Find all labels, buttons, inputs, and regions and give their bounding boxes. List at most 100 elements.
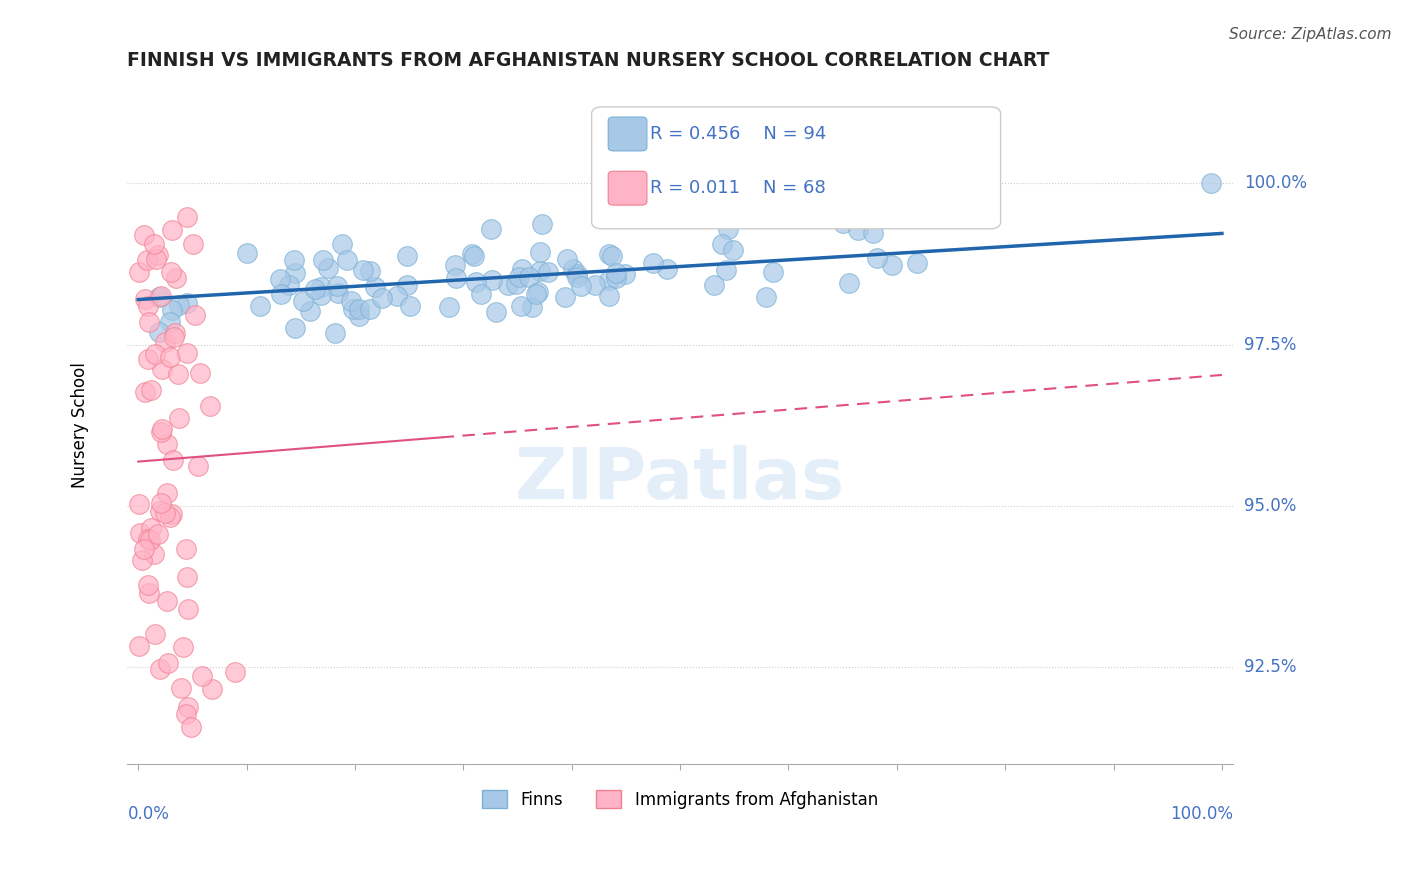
Point: [862, 226, 884, 240]
Point: [224, 665, 246, 679]
Point: [347, 302, 370, 317]
Point: [510, 299, 533, 313]
Point: [385, 288, 408, 302]
Point: [755, 290, 778, 304]
Text: R = 0.011    N = 68: R = 0.011 N = 68: [650, 179, 825, 197]
Point: [136, 252, 159, 267]
Point: [284, 321, 307, 335]
Point: [569, 279, 592, 293]
Point: [342, 301, 364, 316]
Point: [524, 287, 547, 301]
Point: [167, 367, 190, 381]
Point: [527, 285, 550, 299]
Text: R = 0.456    N = 94: R = 0.456 N = 94: [650, 125, 827, 143]
Point: [562, 261, 585, 276]
Point: [174, 541, 197, 556]
Point: [554, 290, 576, 304]
Point: [172, 640, 194, 654]
Legend: Finns, Immigrants from Afghanistan: Finns, Immigrants from Afghanistan: [474, 782, 886, 817]
Point: [508, 270, 530, 285]
Point: [134, 384, 156, 399]
Point: [537, 265, 560, 279]
Point: [298, 304, 321, 318]
Text: FINNISH VS IMMIGRANTS FROM AFGHANISTAN NURSERY SCHOOL CORRELATION CHART: FINNISH VS IMMIGRANTS FROM AFGHANISTAN N…: [128, 51, 1050, 70]
Point: [364, 280, 387, 294]
Point: [522, 301, 544, 315]
FancyBboxPatch shape: [609, 171, 647, 205]
Point: [529, 244, 551, 259]
Point: [479, 222, 502, 236]
Point: [311, 253, 333, 268]
Point: [159, 510, 181, 524]
Point: [463, 249, 485, 263]
Point: [838, 276, 860, 290]
Point: [657, 261, 679, 276]
Point: [184, 309, 207, 323]
Point: [155, 594, 177, 608]
Point: [167, 298, 190, 312]
Point: [643, 256, 665, 270]
Point: [461, 247, 484, 261]
Point: [156, 437, 179, 451]
Point: [717, 221, 740, 235]
Point: [129, 526, 152, 541]
Point: [340, 293, 363, 308]
Point: [190, 669, 212, 683]
Point: [136, 532, 159, 546]
Point: [181, 237, 204, 252]
Point: [614, 267, 637, 281]
Text: 95.0%: 95.0%: [1244, 497, 1296, 515]
Point: [150, 289, 173, 303]
Point: [201, 681, 224, 696]
Point: [187, 458, 209, 473]
Text: Source: ZipAtlas.com: Source: ZipAtlas.com: [1229, 27, 1392, 42]
Point: [132, 227, 155, 242]
Point: [598, 247, 620, 261]
Point: [148, 504, 170, 518]
Point: [598, 273, 620, 287]
Point: [723, 244, 745, 258]
Point: [399, 299, 422, 313]
Point: [359, 263, 381, 277]
Point: [316, 261, 339, 276]
Point: [165, 326, 187, 340]
Point: [283, 253, 305, 268]
Point: [352, 262, 374, 277]
Point: [304, 282, 326, 296]
Point: [159, 350, 181, 364]
Point: [142, 236, 165, 251]
Point: [931, 210, 953, 224]
Point: [132, 541, 155, 556]
Point: [439, 300, 461, 314]
Point: [567, 267, 589, 281]
Text: 100.0%: 100.0%: [1170, 805, 1233, 823]
Point: [270, 287, 292, 301]
Point: [470, 287, 492, 301]
Point: [336, 253, 359, 268]
FancyBboxPatch shape: [609, 117, 647, 151]
Point: [139, 383, 162, 397]
Point: [200, 399, 222, 413]
Point: [605, 266, 627, 280]
Point: [142, 547, 165, 561]
Point: [150, 362, 173, 376]
Point: [330, 237, 353, 252]
Point: [180, 720, 202, 734]
Point: [278, 278, 301, 293]
Point: [128, 497, 150, 511]
Point: [291, 293, 314, 308]
Point: [583, 277, 606, 292]
Point: [177, 602, 200, 616]
Point: [148, 325, 170, 339]
Point: [176, 296, 198, 310]
Point: [169, 411, 191, 425]
Point: [347, 309, 370, 323]
Text: 100.0%: 100.0%: [1244, 174, 1306, 193]
Point: [131, 553, 153, 567]
Point: [1199, 177, 1222, 191]
Point: [326, 279, 349, 293]
Point: [249, 299, 271, 313]
Point: [517, 269, 540, 284]
Point: [598, 289, 620, 303]
Point: [148, 290, 170, 304]
